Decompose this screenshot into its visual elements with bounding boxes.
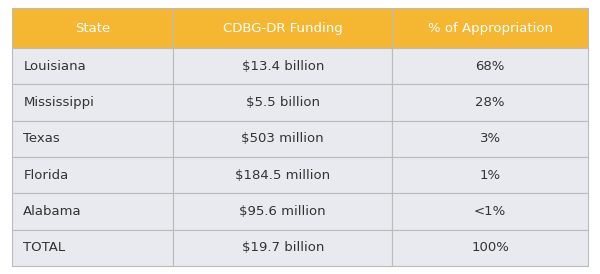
- Bar: [392, 193, 588, 230]
- Text: 1%: 1%: [479, 169, 500, 182]
- Bar: [173, 8, 392, 48]
- Text: 68%: 68%: [475, 60, 505, 73]
- Bar: [173, 157, 392, 193]
- Text: CDBG-DR Funding: CDBG-DR Funding: [223, 22, 343, 35]
- Text: $95.6 million: $95.6 million: [239, 205, 326, 218]
- Text: Mississippi: Mississippi: [23, 96, 94, 109]
- Bar: [12, 84, 173, 121]
- Text: Florida: Florida: [23, 169, 68, 182]
- Bar: [392, 84, 588, 121]
- Text: $503 million: $503 million: [241, 132, 324, 145]
- Bar: [173, 230, 392, 266]
- Bar: [12, 157, 173, 193]
- Bar: [12, 8, 173, 48]
- Bar: [12, 230, 173, 266]
- Bar: [392, 157, 588, 193]
- Text: $5.5 billion: $5.5 billion: [246, 96, 320, 109]
- Text: $184.5 million: $184.5 million: [235, 169, 330, 182]
- Bar: [392, 48, 588, 84]
- Bar: [173, 193, 392, 230]
- Text: <1%: <1%: [474, 205, 506, 218]
- Bar: [12, 121, 173, 157]
- Bar: [173, 84, 392, 121]
- Text: Alabama: Alabama: [23, 205, 82, 218]
- Text: Louisiana: Louisiana: [23, 60, 86, 73]
- Bar: [12, 48, 173, 84]
- Bar: [392, 8, 588, 48]
- Text: 100%: 100%: [471, 241, 509, 254]
- Text: TOTAL: TOTAL: [23, 241, 65, 254]
- Text: 3%: 3%: [479, 132, 500, 145]
- Text: 28%: 28%: [475, 96, 505, 109]
- Bar: [173, 121, 392, 157]
- Text: Texas: Texas: [23, 132, 60, 145]
- Text: $19.7 billion: $19.7 billion: [242, 241, 324, 254]
- Bar: [173, 48, 392, 84]
- Bar: [12, 193, 173, 230]
- Text: $13.4 billion: $13.4 billion: [242, 60, 324, 73]
- Bar: [392, 121, 588, 157]
- Bar: [392, 230, 588, 266]
- Text: % of Appropriation: % of Appropriation: [428, 22, 553, 35]
- Text: State: State: [75, 22, 110, 35]
